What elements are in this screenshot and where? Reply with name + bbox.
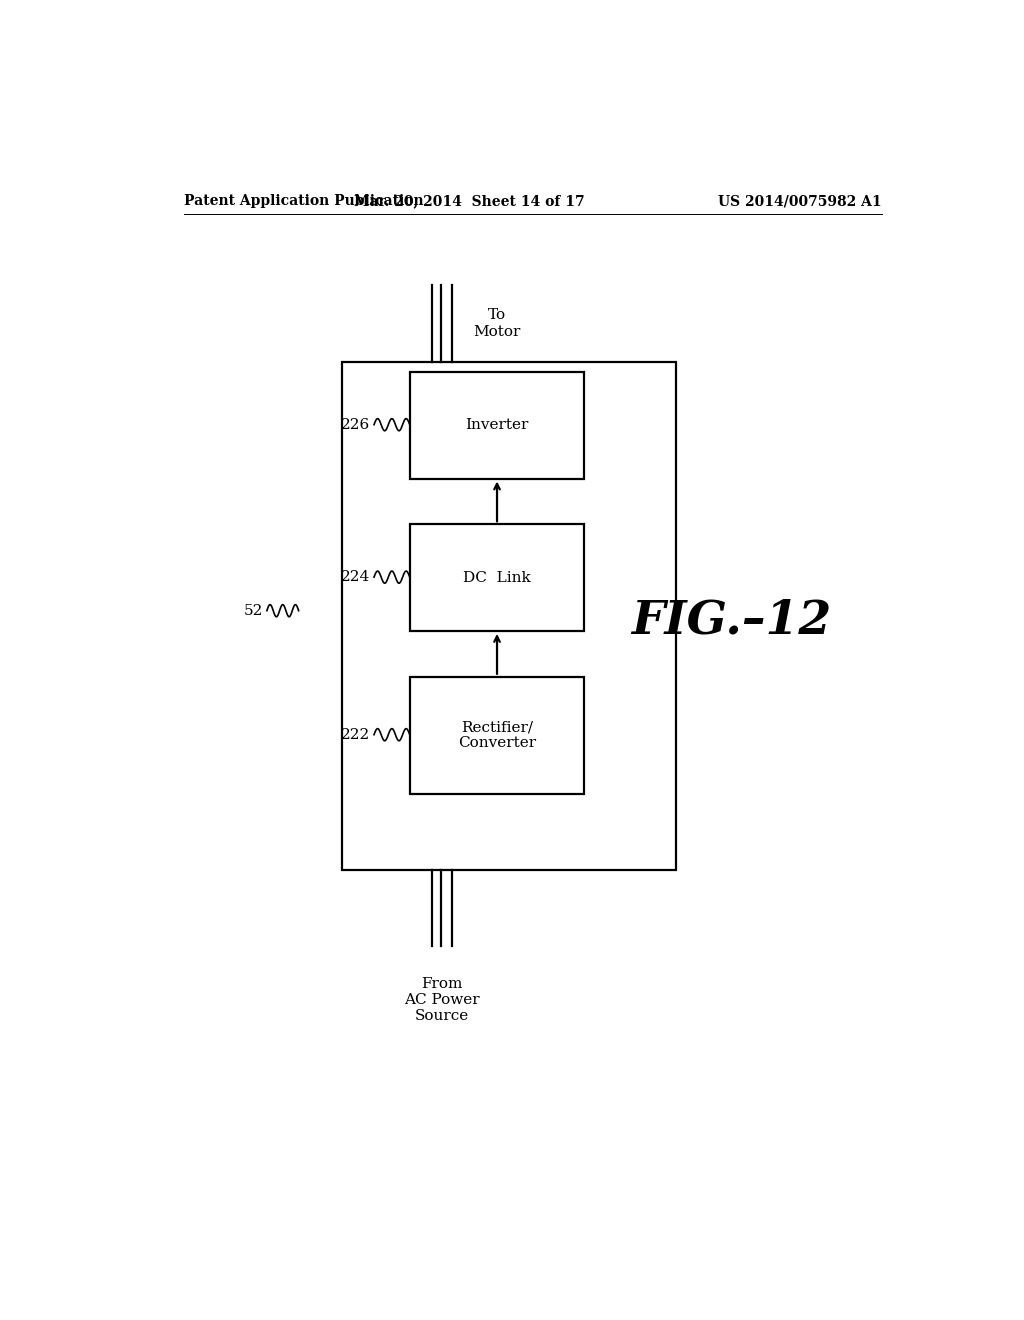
Text: Rectifier/
Converter: Rectifier/ Converter [458,721,537,750]
Text: 224: 224 [341,570,370,585]
Text: 52: 52 [244,603,263,618]
Text: Patent Application Publication: Patent Application Publication [183,194,423,209]
Bar [410,524,585,631]
Text: 222: 222 [341,727,370,742]
Text: 226: 226 [341,417,370,432]
Text: To
Motor: To Motor [473,309,520,339]
Text: Inverter: Inverter [465,418,528,432]
Text: From
AC Power
Source: From AC Power Source [404,977,480,1023]
Bar [342,362,676,870]
Text: Mar. 20, 2014  Sheet 14 of 17: Mar. 20, 2014 Sheet 14 of 17 [354,194,585,209]
Bar [410,372,585,479]
Text: FIG.–12: FIG.–12 [631,598,831,644]
Text: US 2014/0075982 A1: US 2014/0075982 A1 [718,194,882,209]
Text: DC  Link: DC Link [463,570,530,585]
Bar [410,677,585,793]
